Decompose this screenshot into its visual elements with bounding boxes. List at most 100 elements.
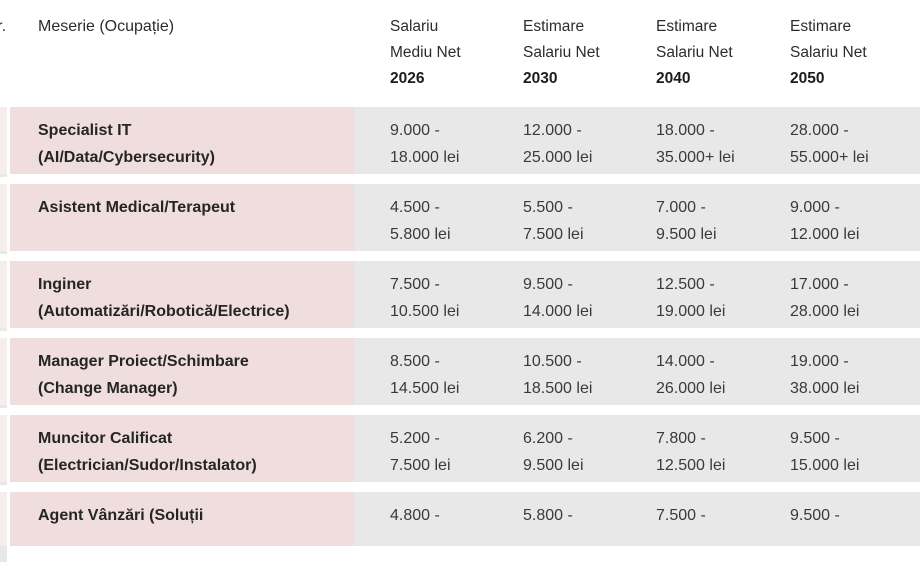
occupation-name: Muncitor Calificat xyxy=(38,425,346,452)
header-line-1: Estimare xyxy=(523,14,620,40)
salary-2030-cell: 10.500 - 18.500 lei xyxy=(487,338,620,405)
salary-range-low: 19.000 - xyxy=(790,348,920,375)
salary-range-low: 18.000 - xyxy=(656,117,754,144)
salary-range-high: 15.000 lei xyxy=(790,452,920,479)
header-year: 2040 xyxy=(656,66,754,92)
salary-2026-cell: 5.200 - 7.500 lei xyxy=(354,415,487,482)
salary-2050-cell: 17.000 - 28.000 lei xyxy=(754,261,920,328)
salary-2026-cell: 4.800 - xyxy=(354,492,487,546)
row-filler xyxy=(0,328,7,331)
salary-range-low: 9.500 - xyxy=(523,271,620,298)
occupation-name: Manager Proiect/Schimbare xyxy=(38,348,346,375)
salary-2050-cell: 28.000 - 55.000+ lei xyxy=(754,107,920,174)
row-number-cell xyxy=(0,338,7,405)
salary-range-high: 14.500 lei xyxy=(390,375,487,402)
header-line-1: Estimare xyxy=(656,14,754,40)
salary-2050-cell: 9.500 - 15.000 lei xyxy=(754,415,920,482)
salary-2050-cell: 19.000 - 38.000 lei xyxy=(754,338,920,405)
row-filler xyxy=(0,251,7,254)
salary-range-low: 7.500 - xyxy=(390,271,487,298)
salary-range-low: 10.500 - xyxy=(523,348,620,375)
salary-range-high: 5.800 lei xyxy=(390,221,487,248)
table-row: Muncitor Calificat (Electrician/Sudor/In… xyxy=(0,415,920,485)
salary-range-low: 9.000 - xyxy=(790,194,920,221)
salary-2040-cell: 14.000 - 26.000 lei xyxy=(620,338,754,405)
salary-range-high: 55.000+ lei xyxy=(790,144,920,171)
header-line-2: Mediu Net xyxy=(390,40,487,66)
salary-range-low: 12.000 - xyxy=(523,117,620,144)
salary-range-high: 38.000 lei xyxy=(790,375,920,402)
salary-2040-cell: 18.000 - 35.000+ lei xyxy=(620,107,754,174)
salary-2040-column-header: Estimare Salariu Net 2040 xyxy=(620,14,754,107)
number-column-header: Nr. xyxy=(0,14,7,40)
salary-2030-cell: 5.500 - 7.500 lei xyxy=(487,184,620,251)
occupation-cell: Specialist IT (AI/Data/Cybersecurity) xyxy=(10,107,354,174)
salary-2030-cell: 12.000 - 25.000 lei xyxy=(487,107,620,174)
salary-range-high: 25.000 lei xyxy=(523,144,620,171)
salary-range-low: 28.000 - xyxy=(790,117,920,144)
salary-range-high: 26.000 lei xyxy=(656,375,754,402)
salary-2050-column-header: Estimare Salariu Net 2050 xyxy=(754,14,920,107)
salary-range-high: 12.000 lei xyxy=(790,221,920,248)
row-filler xyxy=(0,546,7,562)
row-number-cell xyxy=(0,107,7,174)
salary-range-low: 12.500 - xyxy=(656,271,754,298)
salary-2026-cell: 7.500 - 10.500 lei xyxy=(354,261,487,328)
salary-2050-cell: 9.000 - 12.000 lei xyxy=(754,184,920,251)
salary-2030-column-header: Estimare Salariu Net 2030 xyxy=(487,14,620,107)
salary-2026-cell: 9.000 - 18.000 lei xyxy=(354,107,487,174)
salary-range-high: 10.500 lei xyxy=(390,298,487,325)
occupation-cell: Asistent Medical/Terapeut xyxy=(10,184,354,251)
salary-2026-cell: 8.500 - 14.500 lei xyxy=(354,338,487,405)
header-year: 2050 xyxy=(790,66,920,92)
occupation-cell: Manager Proiect/Schimbare (Change Manage… xyxy=(10,338,354,405)
row-filler xyxy=(0,405,7,408)
occupation-cell: Muncitor Calificat (Electrician/Sudor/In… xyxy=(10,415,354,482)
header-line-2: Salariu Net xyxy=(656,40,754,66)
salary-range-high: 18.500 lei xyxy=(523,375,620,402)
table-row: Agent Vânzări (Soluții 4.800 - 5.800 - 7… xyxy=(0,492,920,562)
header-line-2: Salariu Net xyxy=(523,40,620,66)
table-row: Specialist IT (AI/Data/Cybersecurity) 9.… xyxy=(0,107,920,177)
salary-range-low: 6.200 - xyxy=(523,425,620,452)
table-row: Asistent Medical/Terapeut 4.500 - 5.800 … xyxy=(0,184,920,254)
header-year: 2030 xyxy=(523,66,620,92)
salary-range-high: 12.500 lei xyxy=(656,452,754,479)
row-filler xyxy=(0,482,7,485)
salary-range-high: 14.000 lei xyxy=(523,298,620,325)
salary-range-low: 7.800 - xyxy=(656,425,754,452)
header-line-1: Salariu xyxy=(390,14,487,40)
salary-range-high: 7.500 lei xyxy=(390,452,487,479)
salary-range-low: 5.200 - xyxy=(390,425,487,452)
salary-range-high: 7.500 lei xyxy=(523,221,620,248)
salary-range-low: 8.500 - xyxy=(390,348,487,375)
occupation-detail: (AI/Data/Cybersecurity) xyxy=(38,144,346,171)
salary-range-low: 14.000 - xyxy=(656,348,754,375)
salary-2040-cell: 7.000 - 9.500 lei xyxy=(620,184,754,251)
salary-2050-cell: 9.500 - xyxy=(754,492,920,546)
table-header: Nr. Meserie (Ocupație) Salariu Mediu Net… xyxy=(0,0,920,107)
occupation-detail: (Automatizări/Robotică/Electrice) xyxy=(38,298,346,325)
salary-range-low: 17.000 - xyxy=(790,271,920,298)
number-column-header-label: Nr. xyxy=(0,14,6,40)
salary-2026-column-header: Salariu Mediu Net 2026 xyxy=(354,14,487,107)
row-number-cell xyxy=(0,492,7,546)
salary-range-low: 9.500 - xyxy=(790,502,920,529)
salary-range-low: 7.000 - xyxy=(656,194,754,221)
row-filler xyxy=(0,174,7,177)
salary-range-high: 18.000 lei xyxy=(390,144,487,171)
salary-2030-cell: 6.200 - 9.500 lei xyxy=(487,415,620,482)
occupation-column-header: Meserie (Ocupație) xyxy=(10,14,354,107)
salary-range-high: 28.000 lei xyxy=(790,298,920,325)
row-number-cell xyxy=(0,184,7,251)
row-number-cell xyxy=(0,261,7,328)
occupation-name: Asistent Medical/Terapeut xyxy=(38,194,346,221)
salary-range-low: 4.800 - xyxy=(390,502,487,529)
occupation-detail: (Change Manager) xyxy=(38,375,346,402)
salary-range-high: 9.500 lei xyxy=(523,452,620,479)
salary-2030-cell: 5.800 - xyxy=(487,492,620,546)
salary-2040-cell: 7.500 - xyxy=(620,492,754,546)
salary-range-low: 9.000 - xyxy=(390,117,487,144)
salary-range-high: 9.500 lei xyxy=(656,221,754,248)
table-row: Manager Proiect/Schimbare (Change Manage… xyxy=(0,338,920,408)
